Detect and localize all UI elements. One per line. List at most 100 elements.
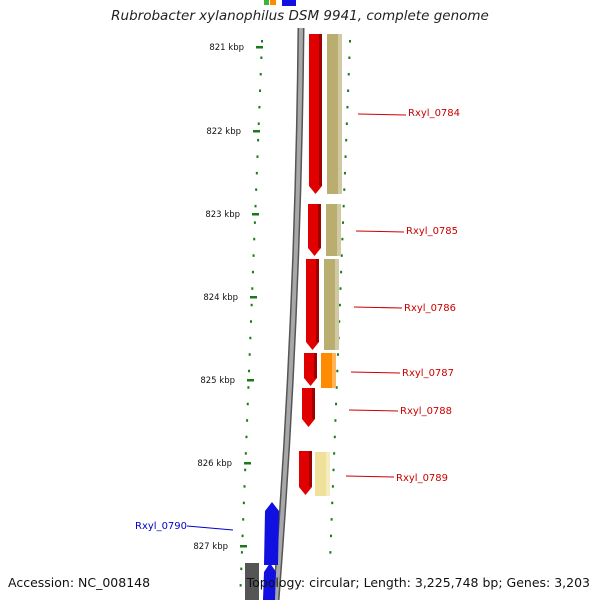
guide-dot	[349, 40, 351, 43]
guide-dot	[345, 138, 348, 142]
gene-label[interactable]: Rxyl_0785	[406, 226, 458, 237]
gene-label[interactable]: Rxyl_0789	[396, 473, 448, 484]
guide-dot	[343, 171, 346, 175]
gene-arrow-shade	[319, 34, 322, 186]
guide-dot	[244, 452, 247, 455]
track-guides	[239, 40, 351, 587]
gene-rxyl_0788[interactable]: Rxyl_0788	[302, 388, 452, 427]
cog-bar	[324, 259, 339, 350]
guide-dot	[342, 204, 345, 208]
backbone-line	[274, 27, 303, 600]
guide-dot	[246, 402, 249, 406]
guide-dot	[342, 221, 345, 224]
guide-dot	[248, 369, 251, 373]
tick-mark	[244, 462, 251, 465]
guide-dot	[334, 419, 337, 422]
gene-rxyl_0784[interactable]: Rxyl_0784	[309, 34, 460, 194]
guide-dot	[332, 468, 335, 472]
guide-dot	[240, 567, 243, 571]
guide-dot	[254, 204, 257, 208]
guide-dot	[241, 534, 244, 538]
guide-dot	[259, 89, 262, 92]
gene-rxyl_0790[interactable]: Rxyl_0790	[135, 502, 279, 600]
guide-dot	[348, 56, 351, 59]
gene-label[interactable]: Rxyl_0784	[408, 108, 460, 119]
guide-dot	[329, 534, 332, 538]
gene-rxyl_0789[interactable]: Rxyl_0789	[299, 451, 448, 496]
gene-label[interactable]: Rxyl_0788	[400, 406, 452, 417]
gene-rxyl_0785[interactable]: Rxyl_0785	[308, 204, 458, 256]
gene-label[interactable]: Rxyl_0790	[135, 521, 187, 532]
label-leader	[345, 475, 395, 478]
gene-label[interactable]: Rxyl_0787	[402, 368, 454, 379]
guide-dot	[252, 254, 255, 257]
tick-mark	[250, 296, 257, 299]
guide-dot	[250, 303, 253, 307]
topology-label: Topology: circular; Length: 3,225,748 bp…	[246, 575, 590, 590]
tick-label: 826 kbp	[197, 459, 232, 469]
guide-dot	[338, 303, 341, 307]
tick-label: 827 kbp	[193, 542, 228, 552]
gene-arrow[interactable]	[309, 34, 322, 194]
guide-dot	[340, 254, 343, 257]
tick-mark	[256, 46, 263, 49]
cog-bar	[245, 563, 259, 600]
gene-arrow[interactable]	[299, 451, 312, 495]
label-leader	[355, 230, 405, 233]
guide-dot	[253, 221, 256, 224]
partial-feature	[270, 0, 276, 5]
guide-dot	[331, 485, 334, 488]
guide-dot	[329, 551, 332, 554]
cog-bar	[327, 34, 342, 194]
guide-dot	[239, 584, 242, 587]
guide-dot	[244, 468, 247, 472]
label-leader	[353, 306, 403, 309]
gene-arrow[interactable]	[264, 502, 279, 565]
guide-dot	[346, 105, 349, 109]
gene-arrow-lower[interactable]	[263, 563, 276, 600]
partial-feature	[282, 0, 296, 6]
guide-dot	[256, 155, 259, 158]
gene-arrow[interactable]	[308, 204, 321, 256]
guide-dot	[330, 518, 333, 521]
cog-bar-highlight	[335, 259, 339, 350]
gene-label[interactable]: Rxyl_0786	[404, 303, 456, 314]
guide-dot	[333, 435, 336, 439]
gene-arrow[interactable]	[306, 259, 319, 350]
guide-dot	[251, 287, 254, 290]
tick-label: 825 kbp	[200, 376, 235, 386]
guide-dot	[343, 188, 346, 191]
guide-dot	[251, 270, 254, 274]
guide-dot	[341, 237, 344, 241]
guide-dot	[347, 72, 350, 76]
gene-arrow-shade	[314, 353, 317, 378]
guide-dot	[242, 501, 245, 505]
tick-label: 822 kbp	[206, 127, 241, 137]
gene-arrow-shade	[312, 388, 315, 419]
guide-dot	[259, 72, 262, 76]
gene-arrow[interactable]	[302, 388, 315, 427]
gene-arrow-shade	[318, 204, 321, 248]
guide-dot	[258, 105, 261, 109]
guide-dot	[255, 171, 258, 175]
scale-ticks: 821 kbp 822 kbp 823 kbp 824 kbp 825 kbp 826 k…	[193, 43, 263, 552]
tick-mark	[253, 130, 260, 133]
cog-bar-highlight	[326, 452, 330, 496]
backbone-shadow	[272, 27, 305, 600]
cog-bar	[315, 452, 330, 496]
tick-mark	[247, 379, 254, 382]
gene-arrow-shade	[309, 451, 312, 487]
gene-rxyl_0786[interactable]: Rxyl_0786	[306, 259, 456, 350]
gene-rxyl_0787[interactable]: Rxyl_0787	[304, 353, 454, 388]
guide-dot	[257, 122, 260, 125]
tick-label: 821 kbp	[209, 43, 244, 53]
guide-dot	[338, 320, 341, 323]
cog-bar-highlight	[338, 34, 342, 194]
guide-dot	[245, 435, 248, 439]
guide-dot	[340, 270, 343, 274]
accession-label: Accession: NC_008148	[8, 575, 151, 590]
guide-dot	[240, 551, 243, 554]
gene-arrow[interactable]	[304, 353, 317, 386]
label-leader	[350, 371, 401, 374]
tick-label: 824 kbp	[203, 293, 238, 303]
